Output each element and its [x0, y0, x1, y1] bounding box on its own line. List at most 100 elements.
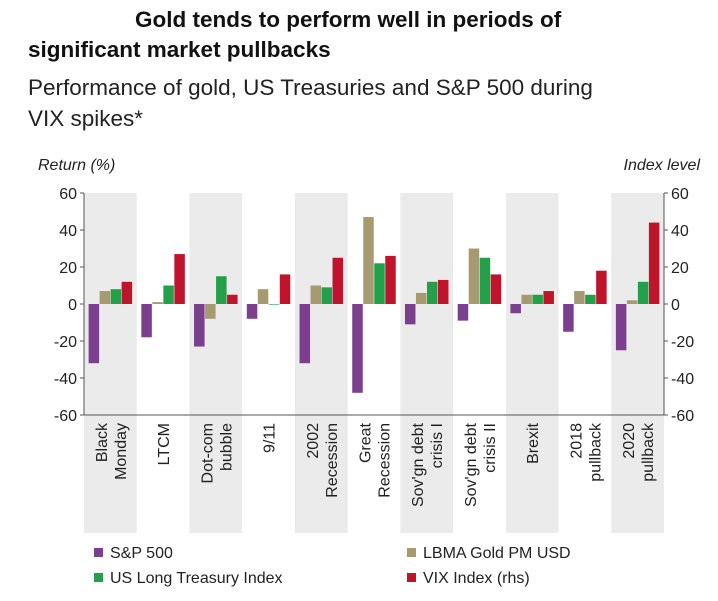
category-label-line: crisis II — [482, 423, 499, 473]
category-label: Black Monday — [94, 422, 130, 480]
bar — [88, 304, 100, 364]
legend-item: VIX Index (rhs) — [407, 570, 530, 587]
category-label-line: Black — [94, 422, 111, 462]
category-label: Dot-com bubble — [199, 423, 235, 484]
bar — [321, 287, 333, 304]
y-tick-label-left: 40 — [59, 223, 77, 240]
bar — [468, 248, 480, 304]
category-label-line: Monday — [113, 423, 130, 480]
bar — [532, 294, 543, 304]
bar — [227, 294, 238, 304]
legend-label: US Long Treasury Index — [110, 570, 283, 587]
bar — [374, 263, 385, 304]
bar — [615, 304, 627, 351]
legend-swatch — [94, 548, 103, 557]
chart-subtitle-line-2: VIX spikes* — [28, 106, 143, 131]
category-label-line: 2002 — [305, 423, 322, 459]
category-label-line: Great — [358, 422, 375, 463]
bar — [99, 291, 111, 304]
bar — [596, 270, 607, 304]
category-label: 2002 Recession — [305, 423, 341, 498]
legend-item: S&P 500 — [94, 545, 173, 562]
category-label-line: Dot-com — [199, 423, 216, 483]
y-tick-label-left: 20 — [59, 260, 77, 277]
category-label: LTCM — [156, 423, 173, 465]
bar — [510, 304, 521, 314]
category-label: 9/11 — [262, 423, 279, 453]
y-axis-left-title: Return (%) — [38, 157, 115, 174]
bar — [648, 222, 660, 304]
y-tick-label-left: -40 — [54, 371, 77, 388]
category-label-line: Recession — [324, 423, 341, 498]
chart-title-line-2: significant market pullbacks — [28, 37, 331, 62]
y-tick-label-left: 0 — [68, 297, 77, 314]
bar — [479, 257, 491, 304]
bar — [246, 304, 258, 319]
category-band — [505, 193, 559, 533]
bar — [110, 289, 122, 304]
legend-label: VIX Index (rhs) — [423, 570, 530, 587]
bar — [152, 302, 163, 304]
legend-item: LBMA Gold PM USD — [407, 545, 571, 562]
bar — [626, 300, 638, 304]
bar — [574, 291, 585, 304]
category-label: 2020 pullback — [621, 422, 657, 482]
bar — [585, 294, 596, 304]
legend-swatch — [407, 548, 416, 557]
y-tick-label-right: 40 — [671, 223, 689, 240]
category-label-line: 2020 — [621, 423, 638, 459]
bar — [141, 304, 152, 338]
bar — [563, 304, 574, 332]
bar — [521, 294, 532, 304]
category-label-line: crisis I — [429, 423, 446, 468]
bar — [404, 304, 416, 325]
category-label-line: bubble — [218, 423, 235, 471]
category-label-line: Sov'gn debt — [463, 422, 480, 507]
category-label-line: Recession — [377, 423, 394, 498]
bar — [310, 285, 322, 304]
y-tick-label-right: -40 — [671, 371, 694, 388]
category-label-line: 9/11 — [262, 423, 279, 453]
legend: S&P 500 LBMA Gold PM USD US Long Treasury … — [94, 545, 571, 587]
category-label: Brexit — [525, 422, 542, 463]
bar — [332, 257, 344, 304]
category-label: Great Recession — [358, 422, 394, 497]
legend-swatch — [94, 573, 103, 582]
y-tick-label-right: -20 — [671, 334, 694, 351]
category-band — [400, 193, 454, 533]
y-tick-label-right: 20 — [671, 260, 689, 277]
bar — [163, 285, 174, 304]
y-tick-label-right: 0 — [671, 297, 680, 314]
bar — [543, 291, 554, 304]
category-label-line: LTCM — [156, 423, 173, 465]
legend-item: US Long Treasury Index — [94, 570, 283, 587]
category-label-line: 2018 — [568, 423, 585, 459]
category-label-line: Sov'gn debt — [410, 422, 427, 507]
category-label: 2018 pullback — [568, 422, 604, 482]
bar — [385, 255, 396, 304]
y-tick-label-right: 60 — [671, 186, 689, 203]
y-tick-label-right: -60 — [671, 408, 694, 425]
bar — [279, 274, 291, 304]
y-tick-label-left: -20 — [54, 334, 77, 351]
category-band — [189, 193, 243, 533]
bar — [415, 292, 427, 304]
bar — [490, 274, 502, 304]
category-label-line: pullback — [640, 422, 657, 482]
bar — [426, 281, 438, 304]
bar — [637, 281, 649, 304]
bar — [457, 304, 469, 321]
bar — [121, 281, 133, 304]
y-tick-label-left: -60 — [54, 408, 77, 425]
bar — [205, 304, 216, 319]
bar — [299, 304, 311, 364]
category-label: Sov'gn debt crisis I — [410, 422, 446, 507]
legend-label: S&P 500 — [110, 545, 173, 562]
chart-title-line-1: Gold tends to perform well in periods of — [135, 7, 562, 32]
y-tick-label-left: 60 — [59, 186, 77, 203]
category-label-line: pullback — [587, 422, 604, 482]
y-axis-right-title: Index level — [624, 157, 701, 174]
bar — [174, 254, 185, 304]
